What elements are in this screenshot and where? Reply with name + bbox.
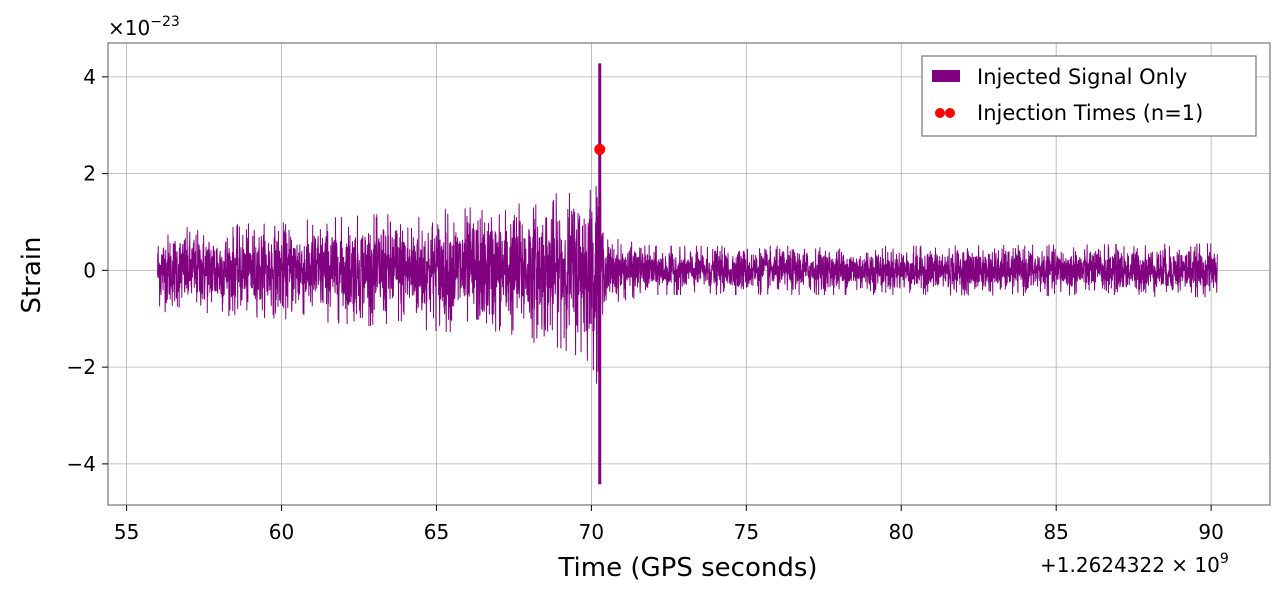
x-tick-label: 65: [424, 520, 449, 544]
y-multiplier-label: ×10−23: [108, 14, 180, 40]
series-layer: [157, 63, 1218, 485]
x-axis-label: Time (GPS seconds): [557, 553, 817, 583]
x-axis-ticks: 55 60 65 70 75 80 85 90: [114, 505, 1224, 544]
plot-frame: [107, 42, 1271, 506]
x-tick-label: 80: [889, 520, 914, 544]
y-tick-label: 0: [83, 258, 96, 282]
y-tick-label: 2: [83, 162, 96, 186]
y-axis-label: Strain: [17, 236, 47, 313]
legend-box: [921, 55, 1257, 137]
legend: Injected Signal Only Injection Times (n=…: [921, 55, 1257, 137]
injection-time-point: [594, 143, 606, 155]
series-line-injected-signal: [157, 154, 1218, 384]
x-tick-label: 75: [734, 520, 759, 544]
x-tick-label: 70: [579, 520, 604, 544]
x-tick-label: 90: [1198, 520, 1223, 544]
x-offset-label: +1.2624322 × 109: [1040, 551, 1229, 577]
y-axis-ticks: −4 −2 0 2 4: [67, 65, 108, 476]
legend-marker-injection-times: [945, 108, 955, 118]
x-tick-label: 60: [269, 520, 294, 544]
x-tick-label: 85: [1043, 520, 1068, 544]
legend-label-injection-times: Injection Times (n=1): [977, 101, 1203, 125]
legend-marker-injection-times: [935, 108, 945, 118]
legend-label-injected-signal: Injected Signal Only: [977, 65, 1187, 89]
x-tick-label: 55: [114, 520, 139, 544]
legend-swatch-injected-signal: [932, 70, 960, 82]
y-tick-label: −2: [67, 355, 96, 379]
y-tick-label: 4: [83, 65, 96, 89]
scatter-layer: [594, 143, 606, 155]
y-tick-label: −4: [67, 452, 96, 476]
